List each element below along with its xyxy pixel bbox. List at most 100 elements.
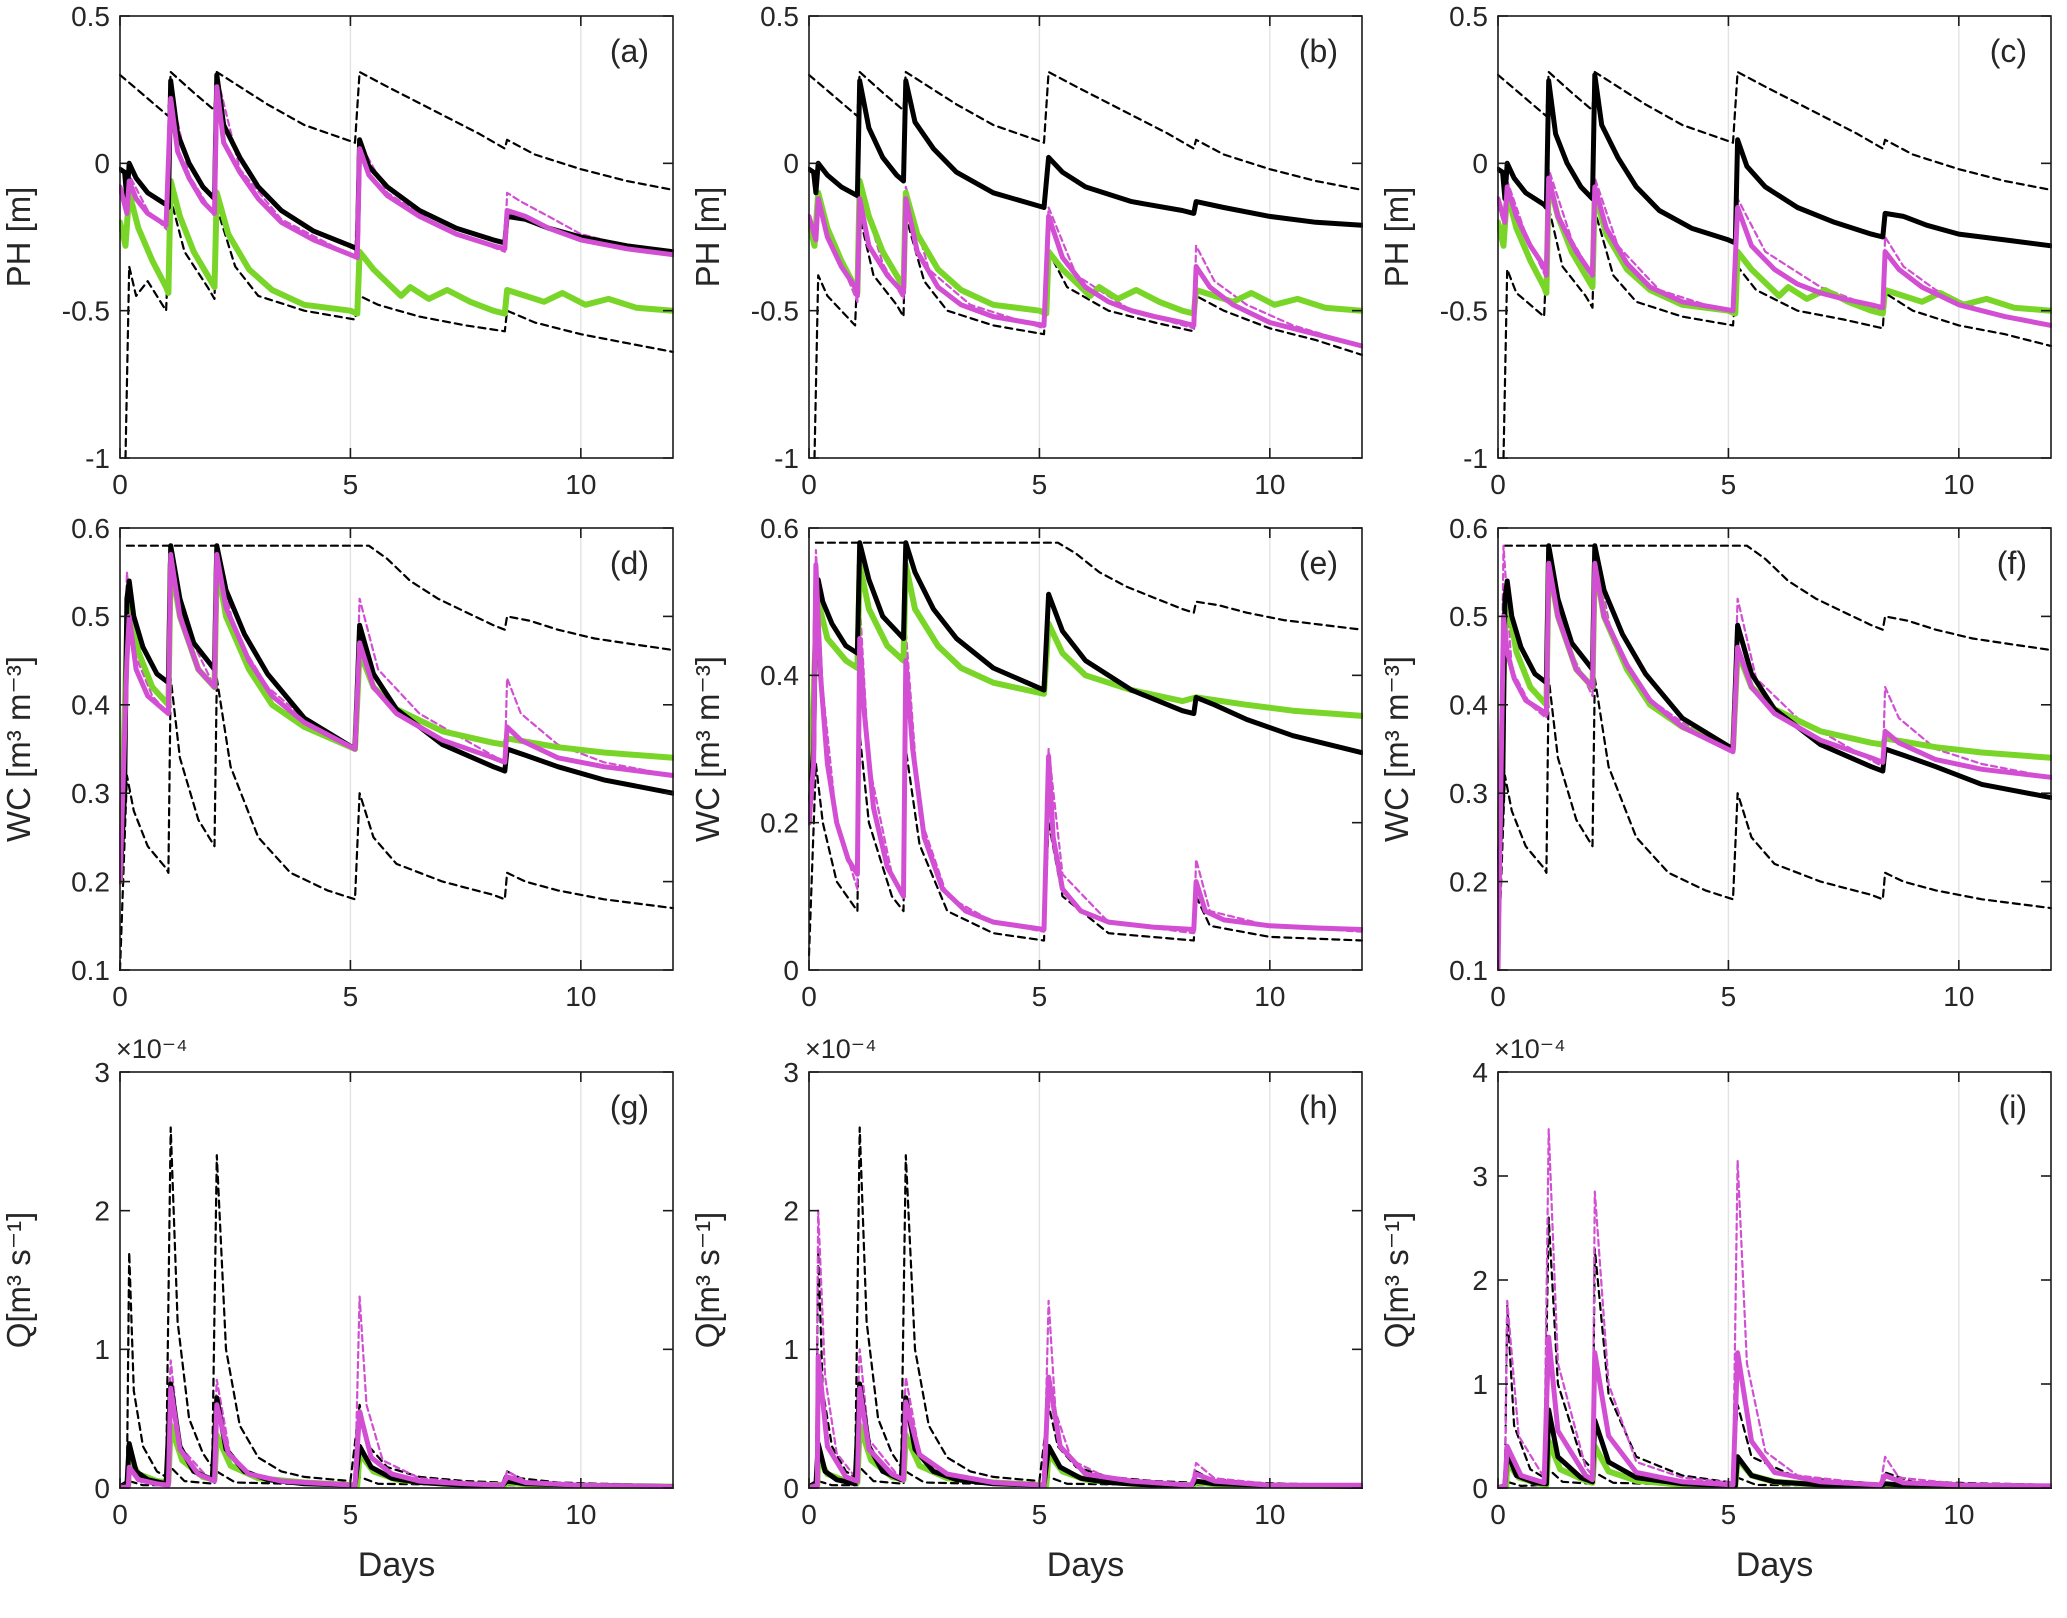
panel-h: 0 5 10 0 1 2 3 Q[m³ s⁻¹] (h) ×10⁻⁴ Days — [689, 1024, 1378, 1618]
series-green-solid — [119, 178, 674, 317]
series-black-dashed-upper — [119, 70, 674, 191]
panel-g: 0 5 10 0 1 2 3 Q[m³ s⁻¹] (g) ×10⁻⁴ Days — [0, 1024, 689, 1618]
y-tick-label: 0.4 — [1449, 690, 1488, 721]
panel-e: 0 5 10 0 0.2 0.4 0.6 WC [m³ m⁻³] (e) — [689, 512, 1378, 1024]
x-tick-label: 5 — [343, 1499, 359, 1530]
x-tick-label: 0 — [112, 1499, 128, 1530]
x-tick-label: 0 — [1490, 981, 1506, 1012]
x-tick-label: 5 — [1721, 469, 1737, 500]
y-tick-label: -1 — [774, 443, 799, 474]
plot-a: 0 5 10 -1 -0.5 0 0.5 PH [m] (a) — [0, 1, 674, 500]
y-tick-label: 0.1 — [71, 955, 110, 986]
y-tick-label: -1 — [1463, 443, 1488, 474]
panel-letter: (b) — [1299, 33, 1338, 69]
panel-a: 0 5 10 -1 -0.5 0 0.5 PH [m] (a) — [0, 0, 689, 512]
plot-g: 0 5 10 0 1 2 3 Q[m³ s⁻¹] (g) ×10⁻⁴ Days — [0, 1034, 674, 1584]
series-magenta-solid — [808, 1353, 1363, 1489]
panel-letter: (a) — [610, 33, 649, 69]
x-tick-label: 0 — [801, 981, 817, 1012]
panel-i: 0 5 10 0 1 2 3 4 Q[m³ s⁻¹] (i) ×10⁻⁴ Days — [1378, 1024, 2067, 1618]
y-tick-label: 2 — [1472, 1265, 1488, 1296]
series-magenta-dashed — [1497, 1128, 2052, 1489]
y-axis-label: WC [m³ m⁻³] — [0, 656, 37, 842]
series-magenta-solid — [1497, 560, 2052, 971]
y-tick-label: 0 — [783, 1473, 799, 1504]
series-black-solid — [808, 78, 1363, 228]
series-black-dashed-lower — [1497, 677, 2052, 971]
y-axis-label: Q[m³ s⁻¹] — [689, 1212, 726, 1349]
y-tick-label: -0.5 — [1440, 295, 1488, 326]
plot-c: 0 5 10 -1 -0.5 0 0.5 PH [m] (c) — [1378, 1, 2052, 500]
y-tick-label: 0 — [783, 148, 799, 179]
panel-letter: (h) — [1299, 1089, 1338, 1125]
y-tick-label: -1 — [85, 443, 110, 474]
x-tick-label: 10 — [1943, 1499, 1974, 1530]
y-tick-label: 3 — [783, 1057, 799, 1088]
panel-letter: (c) — [1990, 33, 2027, 69]
axes-box — [808, 1071, 1363, 1489]
y-tick-label: 0.3 — [1449, 778, 1488, 809]
series-magenta-solid — [1497, 175, 2052, 328]
y-tick-label: 0 — [94, 148, 110, 179]
x-tick-label: 0 — [1490, 469, 1506, 500]
panel-f: 0 5 10 0.1 0.2 0.3 0.4 0.5 0.6 WC [m³ m⁻³] (f) — [1378, 512, 2067, 1024]
y-tick-label: 0.3 — [71, 778, 110, 809]
series-magenta-dashed — [1497, 544, 2052, 971]
series-black-dashed-upper — [1503, 544, 2052, 652]
axes-box — [119, 15, 674, 459]
y-tick-label: -0.5 — [751, 295, 799, 326]
x-tick-label: 5 — [1032, 981, 1048, 1012]
y-tick-label: 0.6 — [71, 513, 110, 544]
y-tick-label: 0.5 — [1449, 1, 1488, 32]
x-tick-label: 5 — [343, 469, 359, 500]
y-axis-label: PH [m] — [1378, 187, 1415, 288]
y-tick-label: 0.2 — [71, 866, 110, 897]
panel-letter: (i) — [1999, 1089, 2027, 1125]
plot-i: 0 5 10 0 1 2 3 4 Q[m³ s⁻¹] (i) ×10⁻⁴ Days — [1378, 1034, 2052, 1584]
plot-background — [809, 1072, 1362, 1488]
series-black-solid — [808, 540, 1363, 826]
series-black-dashed-lower — [1502, 206, 2052, 459]
y-tick-label: 0.5 — [71, 1, 110, 32]
x-tick-label: 0 — [801, 1499, 817, 1530]
y-tick-label: 0.6 — [1449, 513, 1488, 544]
series-black-dashed-upper — [814, 541, 1363, 631]
panel-letter: (g) — [610, 1089, 649, 1125]
panel-letter: (e) — [1299, 545, 1338, 581]
x-tick-label: 5 — [1721, 981, 1737, 1012]
axes-box — [119, 527, 674, 971]
y-tick-label: 2 — [783, 1195, 799, 1226]
series-magenta-solid — [119, 1385, 674, 1489]
plot-background — [809, 528, 1362, 970]
x-tick-label: 10 — [1254, 981, 1285, 1012]
x-tick-label: 5 — [1032, 1499, 1048, 1530]
y-axis-label: Q[m³ s⁻¹] — [1378, 1212, 1415, 1349]
y-tick-label: 0.5 — [71, 601, 110, 632]
x-tick-label: 10 — [1254, 469, 1285, 500]
panel-d: 0 5 10 0.1 0.2 0.3 0.4 0.5 0.6 WC [m³ m⁻³] (d) — [0, 512, 689, 1024]
series-magenta-solid — [119, 552, 674, 885]
series-magenta-solid — [1497, 1334, 2052, 1489]
y-tick-label: -0.5 — [62, 295, 110, 326]
y-tick-label: 1 — [94, 1334, 110, 1365]
x-tick-label: 10 — [1943, 469, 1974, 500]
y-tick-label: 0.2 — [1449, 866, 1488, 897]
x-tick-label: 10 — [565, 469, 596, 500]
x-tick-label: 10 — [565, 981, 596, 1012]
plot-background — [1498, 1072, 2051, 1488]
y-tick-label: 0 — [783, 955, 799, 986]
y-tick-label: 0.2 — [760, 807, 799, 838]
series-black-dashed-lower — [124, 197, 674, 459]
x-axis-label: Days — [1736, 1546, 1813, 1584]
x-tick-label: 0 — [112, 981, 128, 1012]
series-green-solid — [808, 561, 1363, 826]
x-tick-label: 0 — [801, 469, 817, 500]
y-tick-label: 0 — [94, 1473, 110, 1504]
x-tick-label: 10 — [1943, 981, 1974, 1012]
y-tick-label: 1 — [1472, 1369, 1488, 1400]
y-axis-label: WC [m³ m⁻³] — [1378, 656, 1415, 842]
axis-scale-label: ×10⁻⁴ — [116, 1034, 188, 1064]
axes-box — [119, 1071, 674, 1489]
plot-b: 0 5 10 -1 -0.5 0 0.5 PH [m] (b) — [689, 1, 1363, 500]
series-magenta-solid — [808, 562, 1363, 932]
